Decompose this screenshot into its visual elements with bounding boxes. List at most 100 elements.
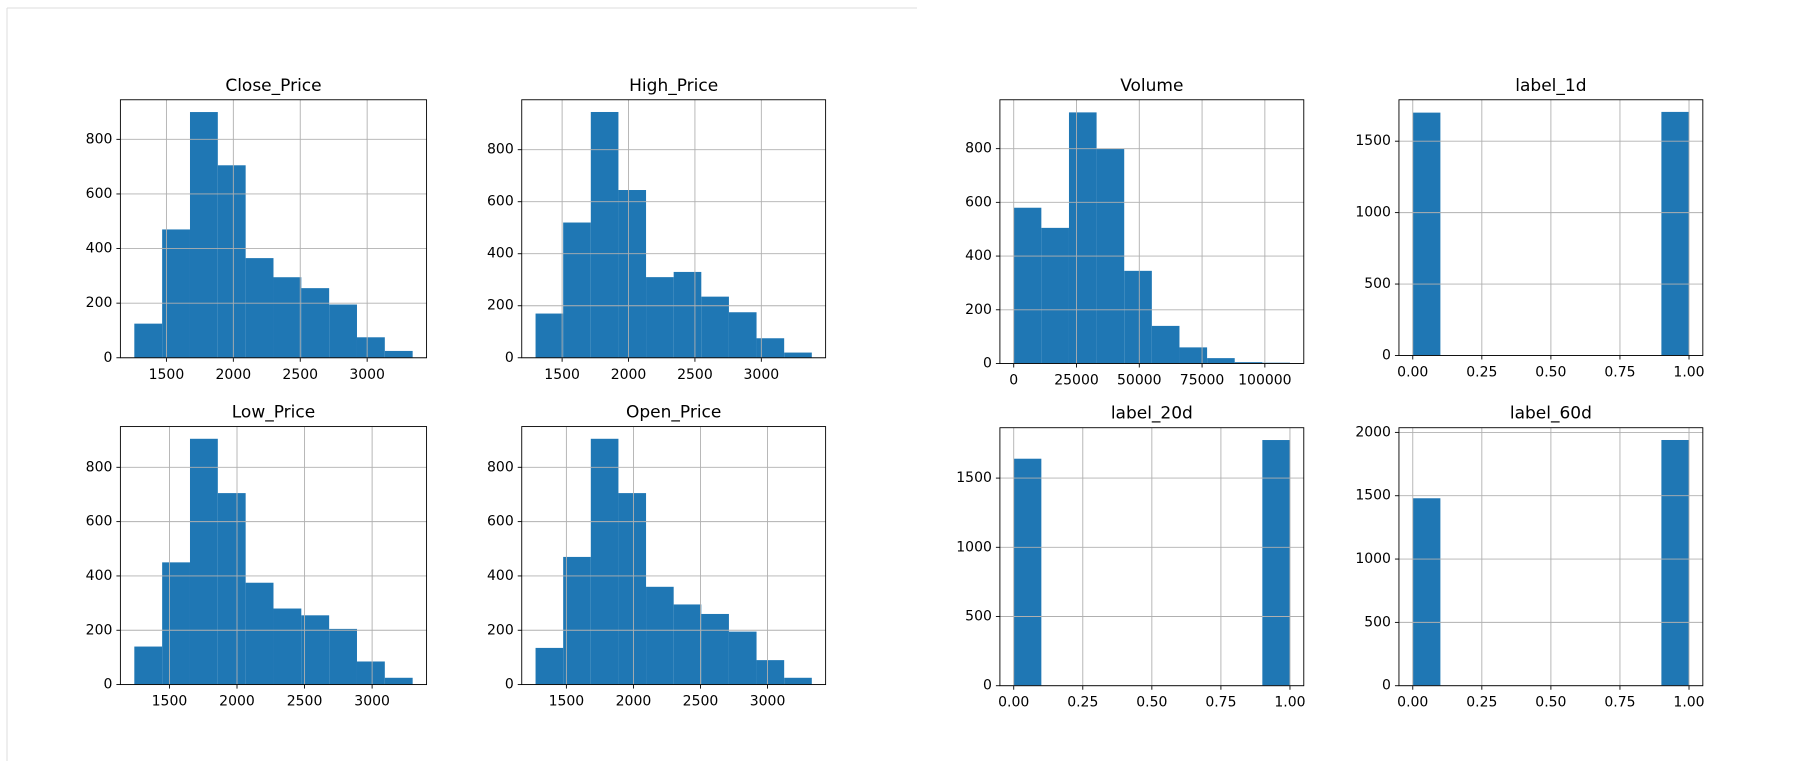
y-tick-label: 200 bbox=[487, 622, 514, 638]
bar bbox=[273, 608, 302, 685]
chart-title: Open_Price bbox=[626, 403, 721, 423]
bar bbox=[563, 222, 591, 358]
bar bbox=[217, 493, 246, 685]
x-tick-label: 1500 bbox=[152, 694, 188, 710]
y-tick-label: 200 bbox=[487, 298, 514, 314]
chart-title: High_Price bbox=[629, 76, 718, 96]
x-tick-label: 2500 bbox=[287, 694, 323, 710]
bar bbox=[329, 304, 357, 358]
bar bbox=[301, 615, 330, 685]
bar bbox=[646, 586, 674, 685]
x-tick-label: 0 bbox=[1009, 372, 1018, 388]
bar bbox=[245, 582, 274, 685]
y-tick-label: 500 bbox=[1364, 276, 1391, 292]
chart-title: label_1d bbox=[1515, 76, 1586, 96]
y-tick-label: 600 bbox=[487, 514, 514, 530]
chart-title: label_60d bbox=[1510, 404, 1592, 424]
axes-frame bbox=[521, 426, 827, 686]
axes-frame bbox=[119, 426, 428, 686]
y-tick-label: 400 bbox=[965, 248, 992, 264]
chart-title: Close_Price bbox=[225, 76, 321, 96]
bar bbox=[134, 646, 163, 685]
x-tick-label: 0.00 bbox=[1397, 364, 1428, 380]
x-tick-label: 0.75 bbox=[1205, 695, 1236, 711]
bar bbox=[535, 313, 564, 358]
axes-frame bbox=[1398, 99, 1704, 356]
chart-title: label_20d bbox=[1111, 404, 1193, 424]
bar bbox=[701, 613, 729, 685]
bar bbox=[1124, 270, 1152, 364]
bar bbox=[1041, 227, 1069, 364]
bar bbox=[384, 677, 413, 685]
y-tick-label: 600 bbox=[965, 194, 992, 210]
chart-title: Volume bbox=[1120, 76, 1183, 96]
bar bbox=[563, 556, 591, 685]
y-tick-label: 1500 bbox=[956, 470, 992, 486]
bar bbox=[1412, 498, 1441, 686]
bar bbox=[1262, 440, 1290, 686]
x-tick-label: 0.25 bbox=[1466, 364, 1497, 380]
bar bbox=[1661, 111, 1690, 356]
bar bbox=[784, 677, 812, 685]
y-tick-label: 200 bbox=[86, 295, 113, 311]
x-tick-label: 0.75 bbox=[1604, 364, 1635, 380]
y-tick-label: 800 bbox=[86, 131, 113, 147]
y-tick-label: 0 bbox=[103, 350, 112, 366]
y-tick-label: 400 bbox=[86, 568, 113, 584]
y-tick-label: 500 bbox=[965, 609, 992, 625]
x-tick-label: 3000 bbox=[744, 367, 780, 383]
bar bbox=[1013, 207, 1042, 364]
bar bbox=[356, 337, 385, 358]
y-tick-label: 1000 bbox=[1355, 551, 1391, 567]
axes-frame bbox=[1398, 427, 1704, 687]
x-tick-label: 0.75 bbox=[1604, 695, 1635, 711]
bar bbox=[1151, 325, 1180, 364]
y-tick-label: 800 bbox=[965, 141, 992, 157]
bar bbox=[756, 338, 785, 358]
x-tick-label: 1.00 bbox=[1673, 695, 1704, 711]
bar bbox=[1234, 362, 1263, 364]
bar bbox=[618, 190, 647, 358]
y-tick-label: 0 bbox=[103, 677, 112, 693]
bar bbox=[618, 493, 647, 685]
y-tick-label: 200 bbox=[86, 622, 113, 638]
y-tick-label: 400 bbox=[86, 241, 113, 257]
x-tick-label: 0.00 bbox=[1397, 695, 1428, 711]
x-tick-label: 50000 bbox=[1117, 372, 1162, 388]
bar bbox=[189, 438, 218, 685]
bar bbox=[1013, 458, 1042, 686]
y-tick-label: 800 bbox=[86, 459, 113, 475]
x-tick-label: 2000 bbox=[216, 367, 252, 383]
x-tick-label: 0.25 bbox=[1466, 695, 1497, 711]
x-tick-label: 3000 bbox=[354, 694, 390, 710]
y-tick-label: 0 bbox=[1382, 347, 1391, 363]
x-tick-label: 1.00 bbox=[1673, 364, 1704, 380]
y-tick-label: 400 bbox=[487, 568, 514, 584]
bar bbox=[1068, 112, 1097, 364]
bar bbox=[245, 258, 274, 358]
y-tick-label: 600 bbox=[487, 194, 514, 210]
x-tick-label: 25000 bbox=[1054, 372, 1099, 388]
x-tick-label: 0.00 bbox=[998, 695, 1029, 711]
x-tick-label: 3000 bbox=[349, 367, 385, 383]
bar bbox=[329, 628, 357, 685]
x-tick-label: 1.00 bbox=[1274, 695, 1305, 711]
bar bbox=[217, 165, 246, 358]
bar bbox=[590, 438, 619, 685]
bar bbox=[189, 112, 218, 358]
x-tick-label: 2500 bbox=[683, 694, 719, 710]
bar bbox=[1661, 439, 1690, 686]
axes-frame bbox=[999, 99, 1305, 364]
bar bbox=[701, 296, 729, 358]
x-tick-label: 2000 bbox=[219, 694, 255, 710]
bar bbox=[273, 277, 302, 358]
bar bbox=[1412, 112, 1441, 356]
chart-title: Low_Price bbox=[232, 403, 315, 423]
x-tick-label: 2500 bbox=[282, 367, 318, 383]
y-tick-label: 0 bbox=[505, 350, 514, 366]
y-tick-label: 2000 bbox=[1355, 424, 1391, 440]
x-tick-label: 100000 bbox=[1238, 372, 1291, 388]
bar bbox=[356, 661, 385, 685]
